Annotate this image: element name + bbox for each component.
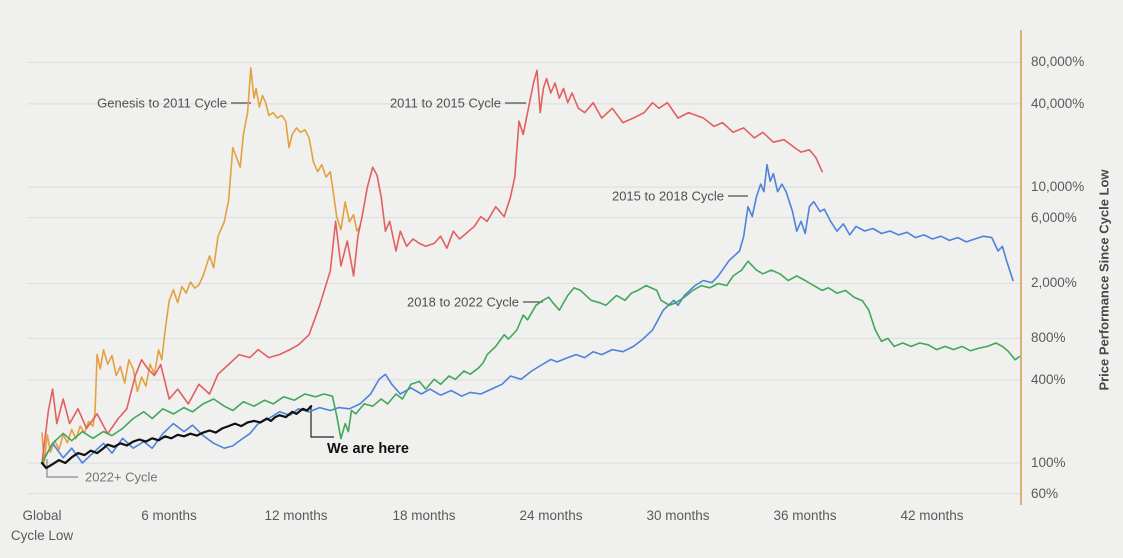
y-axis-title: Price Performance Since Cycle Low [1096,169,1112,391]
y-tick-label-60: 60% [1031,486,1059,501]
y-tick-label-400: 400% [1031,372,1066,387]
we-are-here-callout-line [310,407,334,438]
y-tick-label-10000: 10,000% [1031,179,1085,194]
y-tick-label-100: 100% [1031,455,1066,470]
series-line-2011-to-2015-cycle [41,69,823,464]
y-tick-label-2000: 2,000% [1031,275,1077,290]
y-tick-label-800: 800% [1031,330,1066,345]
series-line-2022-cycle [40,405,313,470]
annotation-2015-2018-cycle: 2015 to 2018 Cycle [611,188,724,204]
series-line-2018-to-2022-cycle [41,260,1021,464]
annotation-we-are-here: We are here [327,441,409,457]
y-tick-label-6000: 6,000% [1031,210,1077,225]
x-tick-label-24-months: 24 months [519,508,583,523]
x-tick-label-42-months: 42 months [900,508,964,523]
x-tick-label-18-months: 18 months [392,508,456,523]
annotation-genesis-2011-cycle: Genesis to 2011 Cycle [97,95,227,111]
annotation-2011-2015-cycle: 2011 to 2015 Cycle [389,95,501,111]
x-tick-label-12-months: 12 months [264,508,328,523]
x-tick-label-0-months: Global Cycle Low [10,508,74,544]
y-tick-label-40000: 40,000% [1031,96,1085,111]
series-line-genesis-to-2011-cycle [41,67,361,464]
annotation-2022-plus-cycle: 2022+ Cycle [85,469,158,485]
x-tick-label-36-months: 36 months [773,508,837,523]
annotation-2018-2022-cycle: 2018 to 2022 Cycle [406,294,519,310]
series-line-2015-to-2018-cycle [41,163,1014,464]
x-tick-label-6-months: 6 months [141,508,197,523]
y-tick-label-80000: 80,000% [1031,54,1085,69]
x-tick-label-30-months: 30 months [646,508,710,523]
cycle-2022-callout-line [46,459,78,478]
